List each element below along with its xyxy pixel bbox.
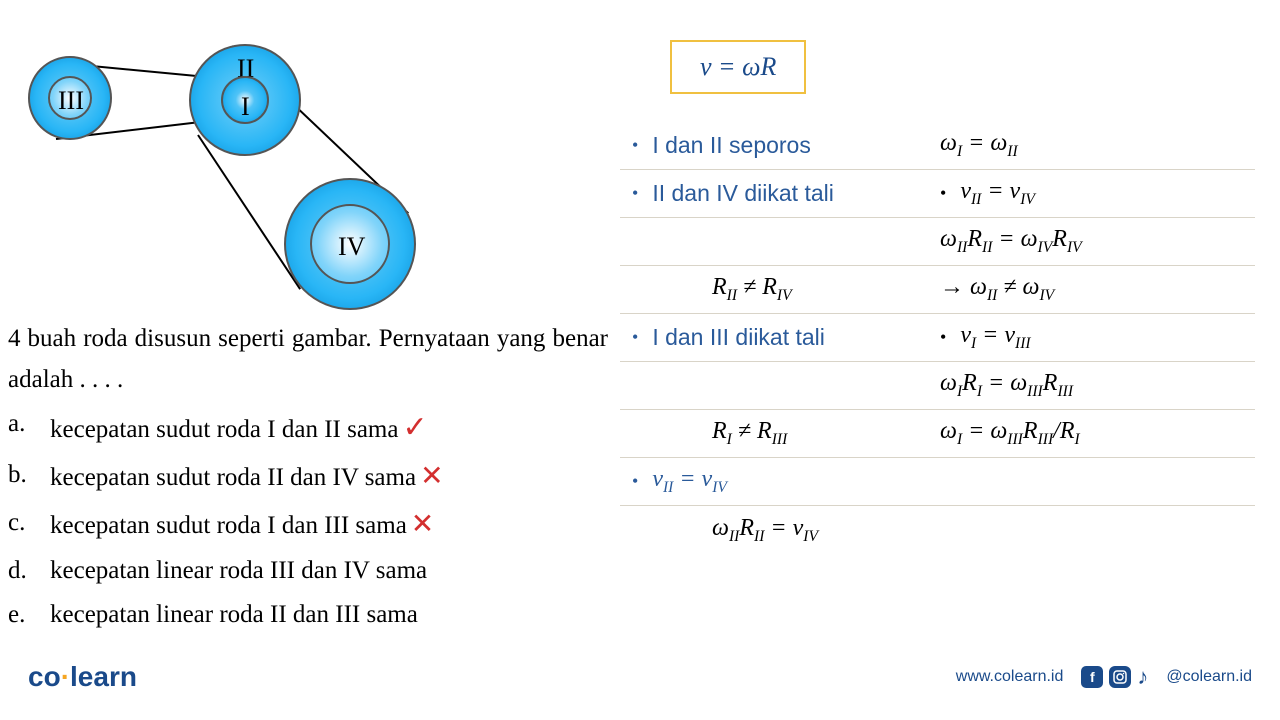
option-d: d. kecepatan linear roda III dan IV sama [8, 550, 608, 591]
wheel-I: I [221, 76, 269, 124]
work-left-text: II dan IV diikat tali [652, 180, 834, 207]
work-left: • I dan II seporos [620, 132, 940, 159]
option-text: kecepatan linear roda II dan III sama [50, 594, 418, 635]
work-right-math: vII = vIV [960, 178, 1035, 209]
facebook-icon: f [1081, 666, 1103, 688]
option-c: c. kecepatan sudut roda I dan III sama✕ [8, 502, 608, 548]
option-a: a. kecepatan sudut roda I dan II sama✓ [8, 403, 608, 453]
option-text: kecepatan sudut roda I dan III sama✕ [50, 502, 434, 548]
bullet-icon: • [940, 183, 946, 204]
tiktok-icon: ♪ [1137, 664, 1148, 690]
footer-right: www.colearn.id f ♪ @colearn.id [956, 664, 1252, 690]
work-right: → ωII ≠ ωIV [940, 274, 1255, 305]
work-row: • vII = vIV [620, 458, 1255, 506]
work-right: • vI = vIII [940, 322, 1255, 353]
work-right: ωIIRII = ωIVRIV [940, 226, 1255, 257]
bullet-icon: • [632, 471, 638, 492]
wheel-IV: IV [284, 178, 416, 310]
work-right: ωIRI = ωIIIRIII [940, 370, 1255, 401]
work-right-math: vI = vIII [960, 322, 1030, 353]
options-list: a. kecepatan sudut roda I dan II sama✓ b. k… [8, 403, 608, 635]
work-right-math: → ωII ≠ ωIV [940, 274, 1054, 305]
option-letter: b. [8, 454, 32, 500]
bullet-icon: • [632, 135, 638, 156]
option-e: e. kecepatan linear roda II dan III sama [8, 594, 608, 635]
wheels-diagram: IIIIIIIV [10, 30, 430, 320]
work-right-math: ωIIRII = ωIVRIV [940, 226, 1082, 257]
work-left: • I dan III diikat tali [620, 324, 940, 351]
question-intro: 4 buah roda disusun seperti gambar. Pern… [8, 318, 608, 401]
option-letter: a. [8, 403, 32, 453]
belt-line [197, 134, 301, 289]
wheel-label-IV: IV [338, 232, 365, 262]
check-icon: ✓ [402, 411, 427, 444]
option-letter: e. [8, 594, 32, 635]
work-left-math: RII ≠ RIV [712, 274, 792, 305]
cross-icon: ✕ [420, 461, 443, 492]
wheel-III: III [28, 56, 112, 140]
work-left: RII ≠ RIV [620, 274, 940, 305]
work-row: • I dan III diikat tali • vI = vIII [620, 314, 1255, 362]
left-panel: IIIIIIIV 4 buah roda disusun seperti gam… [0, 0, 620, 640]
work-left-math: ωIIRII = vIV [712, 515, 818, 546]
work-left: RI ≠ RIII [620, 418, 940, 449]
work-right-math: ωIRI = ωIIIRIII [940, 370, 1073, 401]
work-row: RI ≠ RIII ωI = ωIIIRIII/RI [620, 410, 1255, 458]
work-left-math: RI ≠ RIII [712, 418, 787, 449]
work-row: • II dan IV diikat tali • vII = vIV [620, 170, 1255, 218]
option-b: b. kecepatan sudut roda II dan IV sama✕ [8, 454, 608, 500]
option-letter: c. [8, 502, 32, 548]
work-right: • vII = vIV [940, 178, 1255, 209]
social-icons: f ♪ [1081, 664, 1148, 690]
logo-dot: · [61, 661, 70, 692]
right-panel: v = ωR • I dan II seporos ωI = ωII • II dan … [620, 40, 1260, 554]
website-url: www.colearn.id [956, 668, 1064, 686]
bullet-icon: • [632, 327, 638, 348]
work-row: • I dan II seporos ωI = ωII [620, 122, 1255, 170]
formula-box: v = ωR [670, 40, 806, 94]
social-handle: @colearn.id [1166, 668, 1252, 686]
work-left: • vII = vIV [620, 466, 940, 497]
work-right: ωI = ωIIIRIII/RI [940, 418, 1255, 449]
work-left-text: I dan II seporos [652, 132, 811, 159]
work-row: ωIRI = ωIIIRIII [620, 362, 1255, 410]
work-right-math: ωI = ωIIIRIII/RI [940, 418, 1080, 449]
work-row: RII ≠ RIV → ωII ≠ ωIV [620, 266, 1255, 314]
work-left-text: I dan III diikat tali [652, 324, 825, 351]
work-left: ωIIRII = vIV [620, 515, 940, 546]
cross-icon: ✕ [411, 509, 434, 540]
brand-logo: co·learn [28, 661, 137, 693]
work-right: ωI = ωII [940, 130, 1255, 161]
work-row: ωIIRII = vIV [620, 506, 1255, 554]
work-right-math: ωI = ωII [940, 130, 1018, 161]
option-text: kecepatan linear roda III dan IV sama [50, 550, 427, 591]
wheel-label-III: III [58, 86, 84, 116]
logo-part1: co [28, 661, 61, 692]
footer: co·learn www.colearn.id f ♪ @colearn.id [0, 652, 1280, 702]
option-text: kecepatan sudut roda I dan II sama✓ [50, 403, 428, 453]
logo-part2: learn [70, 661, 137, 692]
instagram-icon [1109, 666, 1131, 688]
option-text: kecepatan sudut roda II dan IV sama✕ [50, 454, 444, 500]
bullet-icon: • [940, 327, 946, 348]
work-left-math: vII = vIV [652, 466, 727, 497]
bullet-icon: • [632, 183, 638, 204]
work-row: ωIIRII = ωIVRIV [620, 218, 1255, 266]
question-block: 4 buah roda disusun seperti gambar. Pern… [8, 318, 608, 635]
wheel-label-I: I [241, 92, 250, 122]
work-left: • II dan IV diikat tali [620, 180, 940, 207]
option-letter: d. [8, 550, 32, 591]
working-lines: • I dan II seporos ωI = ωII • II dan IV diik… [620, 122, 1255, 554]
